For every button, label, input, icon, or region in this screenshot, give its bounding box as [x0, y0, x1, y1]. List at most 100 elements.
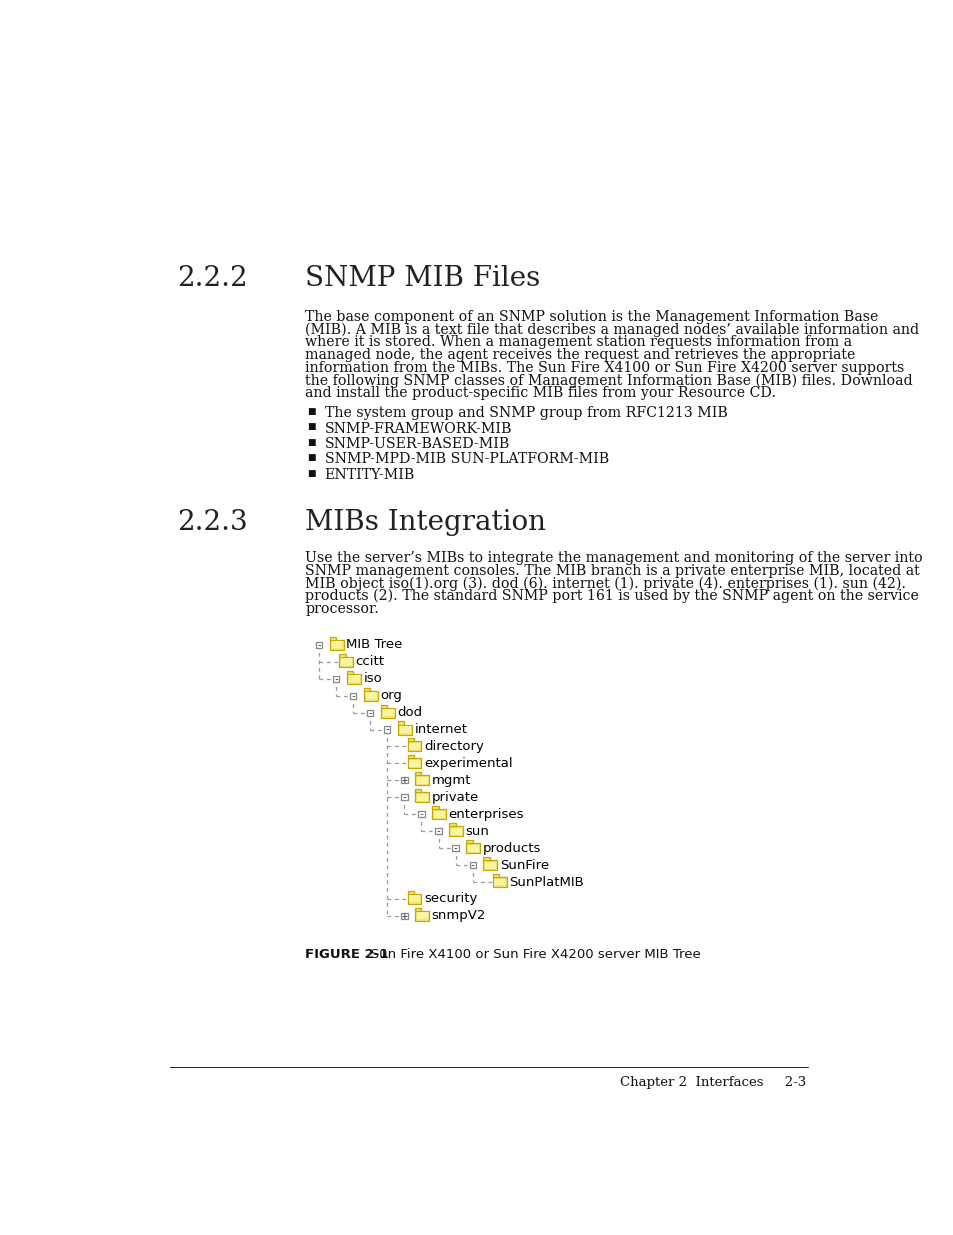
Bar [401, 794, 407, 800]
Text: security: security [423, 893, 476, 905]
Bar [340, 658, 352, 666]
Bar [415, 908, 421, 911]
Bar [452, 845, 458, 851]
Bar [432, 806, 438, 809]
Bar [451, 827, 461, 835]
Bar [415, 793, 429, 803]
Text: ■: ■ [307, 468, 315, 478]
Text: where it is stored. When a management station requests information from a: where it is stored. When a management st… [305, 336, 851, 350]
Text: directory: directory [423, 740, 483, 753]
Text: -: - [469, 860, 476, 871]
Bar [449, 826, 463, 836]
Text: -: - [350, 690, 355, 700]
Bar [493, 877, 506, 887]
Bar [332, 641, 342, 648]
Text: -: - [418, 809, 424, 819]
Text: Chapter 2  Interfaces     2-3: Chapter 2 Interfaces 2-3 [619, 1076, 805, 1089]
Bar [365, 692, 376, 699]
Text: (MIB). A MIB is a text file that describes a managed nodes’ available informatio: (MIB). A MIB is a text file that describ… [305, 322, 919, 337]
Bar [381, 704, 387, 708]
Bar [416, 777, 427, 784]
Bar [339, 653, 345, 657]
Bar [367, 710, 373, 716]
Text: -: - [384, 725, 390, 735]
Bar [364, 690, 377, 700]
Text: SNMP-FRAMEWORK-MIB: SNMP-FRAMEWORK-MIB [324, 421, 512, 436]
Bar [409, 895, 419, 903]
Bar [434, 811, 444, 818]
Text: 2.2.2: 2.2.2 [177, 266, 248, 293]
Text: SNMP MIB Files: SNMP MIB Files [305, 266, 540, 293]
Bar [330, 637, 335, 640]
Text: ■: ■ [307, 437, 315, 447]
Bar [350, 693, 356, 699]
Bar [397, 725, 412, 735]
Text: -: - [333, 674, 339, 684]
Bar [407, 758, 421, 768]
Bar [483, 857, 489, 860]
Bar [382, 709, 394, 716]
Bar [315, 642, 322, 648]
Bar [494, 878, 505, 885]
Text: the following SNMP classes of Management Information Base (MIB) files. Download: the following SNMP classes of Management… [305, 373, 912, 388]
Text: iso: iso [363, 672, 382, 685]
Bar [401, 777, 407, 783]
Text: processor.: processor. [305, 601, 378, 616]
Text: SNMP-MPD-MIB SUN-PLATFORM-MIB: SNMP-MPD-MIB SUN-PLATFORM-MIB [324, 452, 608, 467]
Text: The base component of an SNMP solution is the Management Information Base: The base component of an SNMP solution i… [305, 310, 878, 324]
Text: FIGURE 2-1: FIGURE 2-1 [305, 948, 388, 961]
Text: mgmt: mgmt [431, 774, 471, 787]
Bar [381, 708, 395, 718]
Bar [416, 794, 427, 800]
Text: experimental: experimental [423, 757, 512, 769]
Bar [348, 676, 359, 682]
Bar [407, 894, 421, 904]
Bar [407, 756, 414, 758]
Bar [483, 860, 497, 871]
Text: MIBs Integration: MIBs Integration [305, 509, 546, 536]
Bar [466, 844, 480, 853]
Bar [409, 760, 419, 767]
Text: ccitt: ccitt [355, 656, 384, 668]
Text: MIB Tree: MIB Tree [346, 638, 402, 651]
Text: ENTITY-MIB: ENTITY-MIB [324, 468, 415, 482]
Text: org: org [380, 689, 402, 703]
Text: and install the product-specific MIB files from your Resource CD.: and install the product-specific MIB fil… [305, 387, 776, 400]
Bar [415, 911, 429, 921]
Text: ■: ■ [307, 453, 315, 462]
Bar [493, 874, 498, 877]
Bar [449, 823, 456, 826]
Bar [384, 726, 390, 732]
Text: managed node, the agent receives the request and retrieves the appropriate: managed node, the agent receives the req… [305, 348, 855, 362]
Text: The system group and SNMP group from RFC1213 MIB: The system group and SNMP group from RFC… [324, 406, 727, 420]
Bar [415, 776, 429, 785]
Text: internet: internet [415, 722, 467, 736]
Text: products: products [482, 841, 540, 855]
Text: ■: ■ [307, 406, 315, 416]
Text: -: - [316, 640, 322, 650]
Text: sun: sun [465, 825, 489, 837]
Bar [330, 640, 344, 650]
Bar [347, 671, 353, 674]
Bar [407, 739, 414, 741]
Text: information from the MIBs. The Sun Fire X4100 or Sun Fire X4200 server supports: information from the MIBs. The Sun Fire … [305, 361, 903, 374]
Bar [469, 862, 476, 868]
Bar [432, 809, 446, 819]
Bar [416, 913, 427, 919]
Bar [418, 811, 424, 818]
Bar [415, 789, 421, 793]
Text: SNMP-USER-BASED-MIB: SNMP-USER-BASED-MIB [324, 437, 510, 451]
Text: snmpV2: snmpV2 [431, 909, 485, 923]
Text: dod: dod [397, 706, 422, 719]
Text: -: - [367, 708, 373, 718]
Text: Sun Fire X4100 or Sun Fire X4200 server MIB Tree: Sun Fire X4100 or Sun Fire X4200 server … [357, 948, 700, 961]
Bar [484, 862, 496, 868]
Bar [339, 657, 353, 667]
Text: 2.2.3: 2.2.3 [177, 509, 248, 536]
Text: -: - [452, 844, 458, 853]
Text: -: - [401, 793, 407, 803]
Text: SunPlatMIB: SunPlatMIB [509, 876, 583, 888]
Bar [401, 913, 407, 919]
Bar [409, 743, 419, 750]
Bar [397, 721, 404, 725]
